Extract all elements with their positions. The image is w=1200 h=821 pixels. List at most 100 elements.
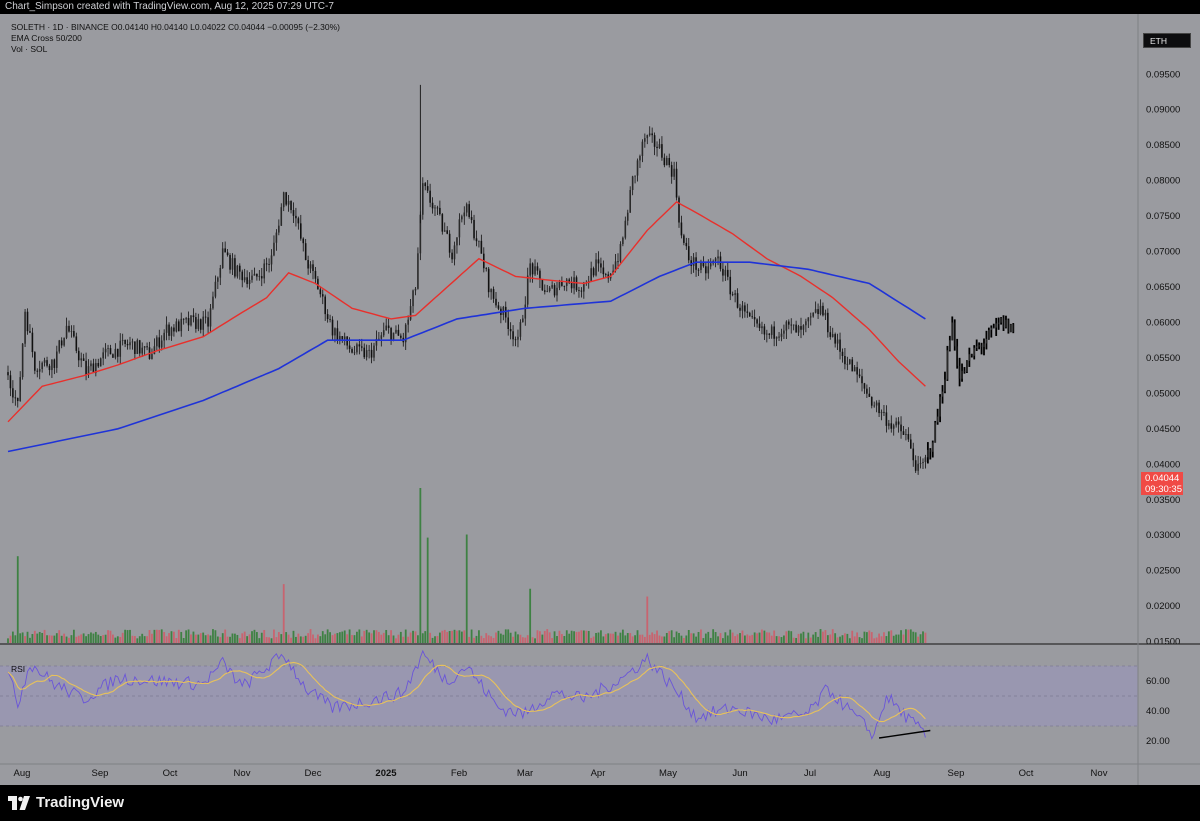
volume-bar [924,632,927,643]
candle-body [497,305,500,309]
candle-body [317,278,319,290]
volume-bar [629,633,632,643]
candle-body [199,319,202,330]
volume-bar [155,629,158,643]
candle-body [375,338,378,346]
candle-body [241,271,244,281]
candle-body [278,225,280,233]
candle-body [336,328,339,341]
volume-bar [307,633,310,643]
volume-bar [729,629,732,643]
volume-bar [680,635,683,643]
volume-bar [639,634,641,643]
volume-bar [465,534,468,643]
candle-body [387,325,390,329]
candle-body [863,383,866,389]
price-axis-tick-label: 0.07500 [1146,211,1180,222]
volume-bar [631,636,634,643]
volume-bar [429,632,432,643]
volume-bar [473,637,475,643]
candle-body [795,324,797,333]
volume-bar [558,630,561,643]
volume-bar [446,631,449,643]
candle-body [36,370,39,372]
volume-bar [246,636,249,643]
candle-body [802,325,805,330]
candle-body [492,289,495,299]
volume-bar [399,631,402,643]
volume-bar [48,635,51,643]
candle-body [985,338,988,344]
candle-body [888,423,890,426]
candle-body [973,347,976,356]
volume-bar [809,637,812,643]
volume-bar [580,630,583,643]
volume-bar [651,632,654,643]
volume-bar [29,637,31,643]
volume-bar [421,633,424,643]
candle-body [990,327,993,331]
volume-bar [43,629,46,643]
volume-bar [199,633,202,643]
candle-body [436,207,439,209]
symbol-badge[interactable]: ETH [1143,33,1191,48]
candle-body [651,133,653,136]
price-axis-tick-label: 0.07000 [1146,247,1180,258]
candle-body [85,360,87,375]
time-axis-tick-label: Sep [92,768,109,779]
indicator-volume-legend[interactable]: Vol · SOL [11,44,48,54]
price-axis-tick-label: 0.04500 [1146,424,1180,435]
volume-bar [70,635,73,643]
time-axis-tick-label: Dec [305,768,322,779]
volume-bar [619,632,622,643]
indicator-ema-legend[interactable]: EMA Cross 50/200 [11,33,82,43]
volume-bar [341,631,344,643]
candle-body [739,307,741,311]
volume-bar [363,630,366,643]
volume-bar [790,631,793,643]
volume-bar [33,630,36,643]
candle-body [107,348,109,349]
candle-body [392,332,395,341]
candle-body [734,293,736,295]
volume-bar [800,633,802,643]
candle-body [775,336,778,339]
candle-body [639,155,641,161]
candle-body [302,238,305,244]
rsi-axis-tick-label: 60.00 [1146,676,1170,687]
symbol-legend[interactable]: SOLETH · 1D · BINANCE O0.04140 H0.04140 … [11,22,340,32]
candle-body [102,352,104,359]
volume-bar [475,635,478,643]
volume-bar [704,633,707,643]
candle-body [524,304,527,319]
volume-bar [841,635,844,643]
rsi-legend[interactable]: RSI [11,664,26,674]
volume-bar [331,635,334,643]
candle-body [292,210,295,216]
volume-bar [578,631,580,643]
volume-bar [351,635,353,643]
candle-body [243,277,246,281]
rsi-axis-tick-label: 40.00 [1146,706,1170,717]
candle-body [451,252,453,260]
volume-bar [504,629,507,643]
candle-body [121,339,124,341]
chart-svg[interactable]: 0.100000.095000.090000.085000.080000.075… [0,14,1200,785]
ohlc-close: 0.04044 [234,22,265,32]
volume-bar [404,629,407,643]
tradingview-logo[interactable]: TradingView [8,794,124,811]
volume-bar [753,632,756,643]
volume-bar [356,631,358,643]
candle-body [217,277,219,282]
chart-area[interactable]: 0.100000.095000.090000.085000.080000.075… [0,14,1200,785]
volume-bar [697,631,700,643]
candle-body [1012,324,1015,332]
volume-bar [312,634,314,643]
volume-bar [897,634,900,643]
time-axis-tick-label: Nov [234,768,251,779]
candle-body [21,343,24,378]
candle-body [741,305,744,311]
volume-bar [568,633,571,643]
volume-bar [463,630,466,643]
candle-body [670,165,673,177]
